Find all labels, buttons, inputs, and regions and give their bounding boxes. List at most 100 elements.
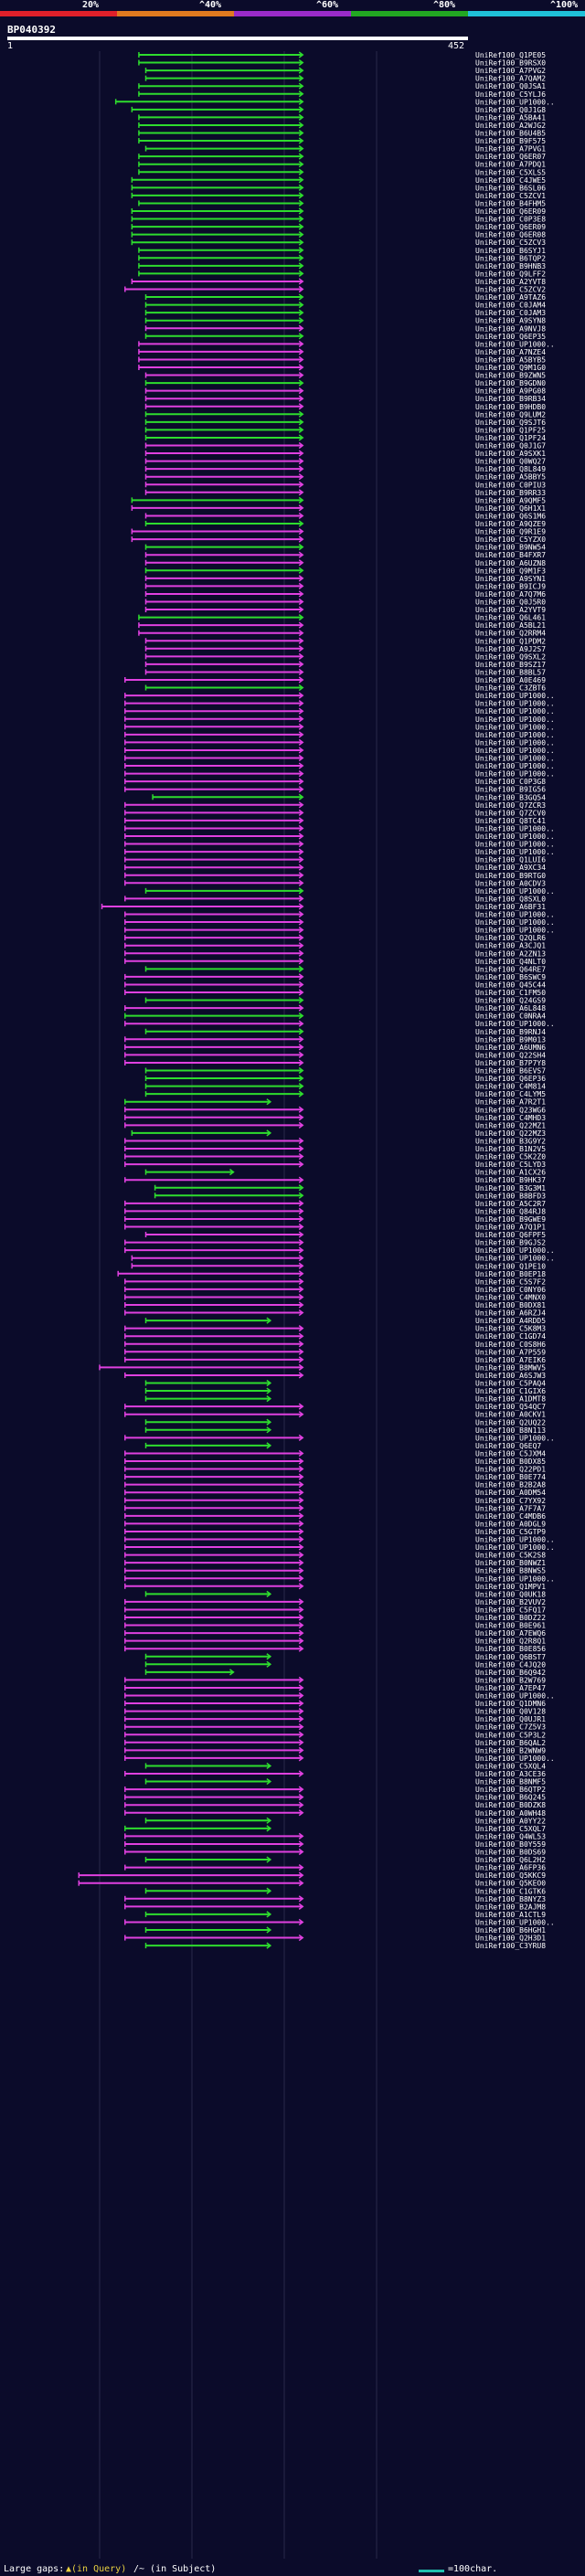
hit-row[interactable]: UniRef100_C5GTP9 [124, 1528, 546, 1536]
hit-row[interactable]: UniRef100_B2W769 [124, 1676, 546, 1684]
hit-label[interactable]: UniRef100_A1CX26 [475, 1169, 546, 1177]
hit-row[interactable]: UniRef100_A9TAZ6 [144, 293, 547, 302]
hit-label[interactable]: UniRef100_Q23WG6 [475, 1106, 546, 1114]
hit-label[interactable]: UniRef100_B6Q245 [475, 1794, 546, 1802]
hit-label[interactable]: UniRef100_B6SWC9 [475, 973, 546, 981]
hit-label[interactable]: UniRef100_B6QAL2 [475, 1739, 546, 1747]
hit-label[interactable]: UniRef100_Q5KEO0 [475, 1880, 546, 1888]
hit-label[interactable]: UniRef100_UP1000.. [475, 755, 555, 763]
hit-row[interactable]: UniRef100_Q9LUM2 [144, 410, 547, 419]
hit-label[interactable]: UniRef100_UP1000.. [475, 1918, 555, 1926]
hit-label[interactable]: UniRef100_C5XQL7 [475, 1825, 546, 1833]
hit-row[interactable]: UniRef100_A6L848 [124, 1004, 546, 1012]
hit-row[interactable]: UniRef100_Q6L461 [138, 614, 546, 622]
hit-label[interactable]: UniRef100_B0NWZ1 [475, 1559, 546, 1567]
hit-row[interactable]: UniRef100_B6SYJ1 [138, 247, 546, 255]
hit-label[interactable]: UniRef100_A1DMT8 [475, 1395, 546, 1404]
hit-label[interactable]: UniRef100_A9J2S7 [475, 645, 546, 653]
hit-label[interactable]: UniRef100_C5XLS5 [475, 168, 546, 176]
hit-label[interactable]: UniRef100_Q84RJ8 [475, 1207, 546, 1215]
hit-label[interactable]: UniRef100_C0PIU3 [475, 481, 546, 489]
hit-label[interactable]: UniRef100_UP1000.. [475, 692, 555, 700]
hit-row[interactable]: UniRef100_UP1000.. [124, 747, 555, 755]
hit-label[interactable]: UniRef100_A7EP47 [475, 1684, 546, 1692]
hit-row[interactable]: UniRef100_UP1000.. [124, 1020, 555, 1028]
hit-label[interactable]: UniRef100_B0DX81 [475, 1301, 546, 1309]
hit-label[interactable]: UniRef100_A3CE36 [475, 1770, 546, 1778]
hit-label[interactable]: UniRef100_B9M013 [475, 1035, 546, 1044]
hit-row[interactable]: UniRef100_Q0J1G8 [131, 106, 546, 114]
hit-label[interactable]: UniRef100_B3G3M1 [475, 1184, 546, 1193]
hit-label[interactable]: UniRef100_A2YVT9 [475, 606, 546, 614]
hit-label[interactable]: UniRef100_Q22SH4 [475, 1051, 546, 1059]
hit-row[interactable]: UniRef100_C0NRA4 [124, 1012, 546, 1021]
hit-row[interactable]: UniRef100_Q8SXL0 [124, 895, 546, 903]
hit-label[interactable]: UniRef100_C1FM50 [475, 989, 546, 997]
hit-row[interactable]: UniRef100_B9IG56 [124, 786, 546, 794]
hit-label[interactable]: UniRef100_B9HNB3 [475, 262, 546, 270]
hit-row[interactable]: UniRef100_A0CDV3 [124, 879, 546, 887]
hit-label[interactable]: UniRef100_A9SYN1 [475, 575, 546, 583]
hit-row[interactable]: UniRef100_Q0WQ27 [144, 458, 547, 466]
hit-label[interactable]: UniRef100_B8BFD3 [475, 1192, 546, 1200]
hit-row[interactable]: UniRef100_UP1000.. [124, 927, 555, 935]
hit-label[interactable]: UniRef100_B1N2V5 [475, 1145, 546, 1153]
hit-label[interactable]: UniRef100_Q1PDM2 [475, 637, 546, 645]
hit-label[interactable]: UniRef100_UP1000.. [475, 700, 555, 708]
hit-row[interactable]: UniRef100_A6BF31 [101, 903, 547, 911]
hit-label[interactable]: UniRef100_C4M814 [475, 1083, 546, 1091]
hit-row[interactable]: UniRef100_Q5KKC9 [78, 1871, 546, 1880]
hit-row[interactable]: UniRef100_Q4WL53 [124, 1832, 546, 1840]
hit-row[interactable]: UniRef100_C1GD74 [124, 1332, 546, 1341]
hit-label[interactable]: UniRef100_B0EP18 [475, 1270, 546, 1278]
hit-row[interactable]: UniRef100_UP1000.. [124, 1536, 555, 1544]
hit-row[interactable]: UniRef100_B6U4B5 [138, 130, 546, 138]
hit-label[interactable]: UniRef100_Q6L461 [475, 614, 546, 622]
hit-label[interactable]: UniRef100_B2AJM8 [475, 1903, 546, 1911]
hit-label[interactable]: UniRef100_Q6ER08 [475, 231, 546, 239]
hit-label[interactable]: UniRef100_A0E469 [475, 676, 546, 684]
hit-row[interactable]: UniRef100_Q22PD1 [124, 1466, 546, 1474]
hit-label[interactable]: UniRef100_UP1000.. [475, 824, 555, 832]
hit-row[interactable]: UniRef100_Q6EP35 [144, 333, 547, 341]
hit-row[interactable]: UniRef100_A0WH48 [124, 1809, 546, 1818]
hit-label[interactable]: UniRef100_UP1000.. [475, 1692, 555, 1701]
hit-label[interactable]: UniRef100_C5ZCV3 [475, 239, 546, 247]
hit-label[interactable]: UniRef100_C5LYD3 [475, 1161, 546, 1169]
hit-label[interactable]: UniRef100_Q7ZCV0 [475, 809, 546, 817]
hit-row[interactable]: UniRef100_C5K2Z0 [124, 1153, 546, 1161]
hit-row[interactable]: UniRef100_Q6BST7 [144, 1653, 547, 1661]
hit-label[interactable]: UniRef100_UP1000.. [475, 762, 555, 770]
hit-row[interactable]: UniRef100_Q1MPV1 [124, 1583, 546, 1591]
hit-row[interactable]: UniRef100_UP1000.. [124, 716, 555, 724]
hit-row[interactable]: UniRef100_B3GQ54 [152, 793, 546, 801]
hit-row[interactable]: UniRef100_A5BYB5 [138, 355, 546, 364]
hit-row[interactable]: UniRef100_C4JQ20 [144, 1660, 547, 1669]
hit-label[interactable]: UniRef100_UP1000.. [475, 731, 555, 739]
hit-label[interactable]: UniRef100_B9F575 [475, 137, 546, 145]
hit-row[interactable]: UniRef100_B9RR33 [144, 489, 547, 497]
hit-row[interactable]: UniRef100_Q1LUI6 [124, 856, 546, 864]
hit-label[interactable]: UniRef100_A9SXK1 [475, 450, 546, 458]
hit-row[interactable]: UniRef100_B6EVS7 [144, 1067, 547, 1076]
hit-row[interactable]: UniRef100_C4M814 [144, 1083, 547, 1091]
hit-row[interactable]: UniRef100_B9GWE9 [124, 1215, 546, 1224]
hit-row[interactable]: UniRef100_A7PVG1 [144, 145, 547, 154]
hit-label[interactable]: UniRef100_B6U4B5 [475, 130, 546, 138]
hit-row[interactable]: UniRef100_Q22SH4 [124, 1051, 546, 1059]
hit-label[interactable]: UniRef100_UP1000.. [475, 98, 555, 106]
hit-label[interactable]: UniRef100_A9NVJ8 [475, 324, 546, 333]
hit-row[interactable]: UniRef100_Q9M1F3 [144, 567, 547, 575]
hit-row[interactable]: UniRef100_Q1PE05 [138, 51, 546, 59]
hit-label[interactable]: UniRef100_A5BL21 [475, 621, 546, 630]
hit-row[interactable]: UniRef100_UP1000.. [124, 1434, 555, 1442]
hit-row[interactable]: UniRef100_C0P3E8 [131, 216, 546, 224]
hit-row[interactable]: UniRef100_Q6ER08 [131, 231, 546, 239]
hit-label[interactable]: UniRef100_Q9LUM2 [475, 410, 546, 419]
hit-label[interactable]: UniRef100_C4MHD3 [475, 1114, 546, 1122]
hit-label[interactable]: UniRef100_C0NRA4 [475, 1012, 546, 1021]
hit-row[interactable]: UniRef100_A6UMN6 [124, 1044, 546, 1052]
hit-row[interactable]: UniRef100_B6QAL2 [124, 1739, 546, 1747]
hit-row[interactable]: UniRef100_B9NW54 [144, 544, 547, 552]
hit-row[interactable]: UniRef100_B8N113 [144, 1426, 547, 1435]
